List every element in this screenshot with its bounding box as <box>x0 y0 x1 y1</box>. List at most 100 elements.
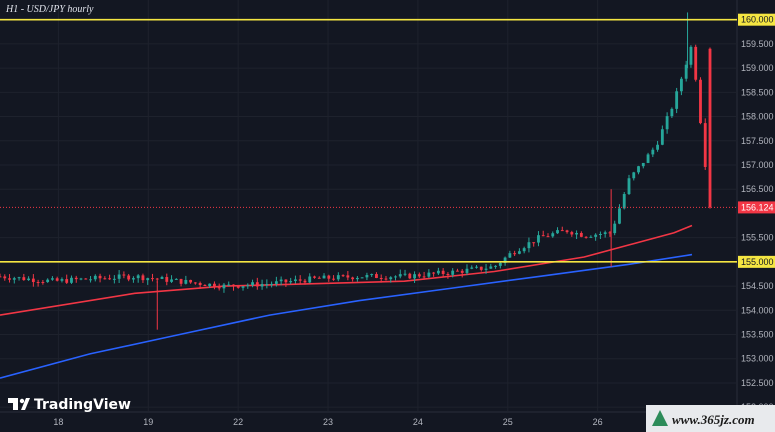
y-tick-label: 152.500 <box>741 378 774 388</box>
candle-body <box>389 277 393 280</box>
candle-body <box>198 282 202 285</box>
y-tick-label: 154.500 <box>741 281 774 291</box>
candle-body <box>489 266 493 269</box>
candle-body <box>289 281 293 283</box>
candle-body <box>465 268 469 273</box>
candle-body <box>136 275 140 279</box>
candle-body <box>141 275 145 281</box>
candle-body <box>22 277 26 281</box>
candle-body <box>379 277 383 279</box>
candle-body <box>179 278 183 284</box>
candle-body <box>398 274 402 277</box>
y-tick-label: 159.500 <box>741 39 774 49</box>
candle-body <box>627 178 631 195</box>
candle-body <box>12 278 16 280</box>
y-tick-label: 155.500 <box>741 233 774 243</box>
candle-body <box>3 276 7 279</box>
x-tick-label: 18 <box>53 417 63 427</box>
last-price-box <box>738 201 775 214</box>
candle-body <box>432 272 436 274</box>
candle-body <box>684 64 688 79</box>
level-label: 160.000 <box>741 15 774 25</box>
candle-body <box>294 279 297 282</box>
candle-body <box>622 194 626 209</box>
candle-body <box>117 274 121 279</box>
candle-body <box>546 236 550 238</box>
candle-body <box>360 277 364 279</box>
candle-body <box>0 276 2 278</box>
candle-body <box>660 129 664 145</box>
watermark-text: www.365jz.com <box>672 412 755 427</box>
candle-body <box>665 116 669 130</box>
candle-body <box>160 277 164 279</box>
candle-body <box>479 266 483 270</box>
candle-body <box>165 277 169 282</box>
candle-body <box>689 46 693 65</box>
candle-body <box>589 236 593 238</box>
candle-body <box>603 232 607 234</box>
candle-body <box>375 274 378 278</box>
candle-body <box>332 278 335 280</box>
y-tick-label: 157.500 <box>741 136 774 146</box>
candle-body <box>365 274 369 278</box>
candle-body <box>336 275 340 280</box>
candle-body <box>93 275 97 280</box>
candle-body <box>279 279 283 282</box>
candle-body <box>132 278 135 280</box>
candle-body <box>317 277 321 279</box>
candle-body <box>551 233 555 237</box>
candle-body <box>632 172 636 179</box>
candle-body <box>189 279 193 283</box>
candle-body <box>608 232 612 234</box>
candle-body <box>613 223 617 234</box>
candle-body <box>508 253 512 258</box>
candle-body <box>241 286 245 288</box>
y-tick-label: 158.500 <box>741 87 774 97</box>
watermark-logo-icon <box>652 410 668 426</box>
candle-body <box>637 166 640 173</box>
candle-body <box>351 277 355 280</box>
candle-body <box>446 274 450 276</box>
moving-average-line <box>0 224 693 316</box>
candle-body <box>41 282 45 284</box>
x-tick-label: 26 <box>593 417 603 427</box>
candle-body <box>494 265 497 267</box>
candle-body <box>503 257 507 263</box>
candle-body <box>184 279 188 284</box>
y-tick-label: 159.000 <box>741 63 774 73</box>
y-tick-label: 156.500 <box>741 184 774 194</box>
candle-body <box>594 234 598 237</box>
y-tick-label: 154.000 <box>741 305 774 315</box>
chart-title: H1 - USD/JPY hourly <box>5 4 94 15</box>
candle-body <box>246 285 250 287</box>
candle-body <box>584 236 588 238</box>
candle-body <box>193 282 197 284</box>
level-label-box <box>738 13 775 26</box>
candle-body <box>36 281 40 283</box>
candle-body <box>456 270 459 272</box>
candle-body <box>74 277 78 280</box>
candle-body <box>203 284 207 287</box>
candle-body <box>222 284 226 289</box>
candle-body <box>417 274 421 277</box>
candle-body <box>108 278 112 280</box>
candle-body <box>65 279 69 283</box>
candle-body <box>370 274 374 276</box>
y-tick-label: 158.000 <box>741 112 774 122</box>
candle-body <box>384 278 388 280</box>
candle-body <box>537 235 540 243</box>
x-tick-label: 23 <box>323 417 333 427</box>
candle-body <box>8 278 11 280</box>
x-tick-label: 22 <box>233 417 243 427</box>
candle-body <box>127 275 131 280</box>
candle-body <box>670 108 674 117</box>
candle-body <box>560 230 564 232</box>
candle-body <box>408 273 412 279</box>
candle-body <box>484 268 488 270</box>
candle-body <box>31 278 35 282</box>
candle-body <box>355 277 359 280</box>
candle-body <box>641 162 645 167</box>
candle-body <box>50 278 54 280</box>
